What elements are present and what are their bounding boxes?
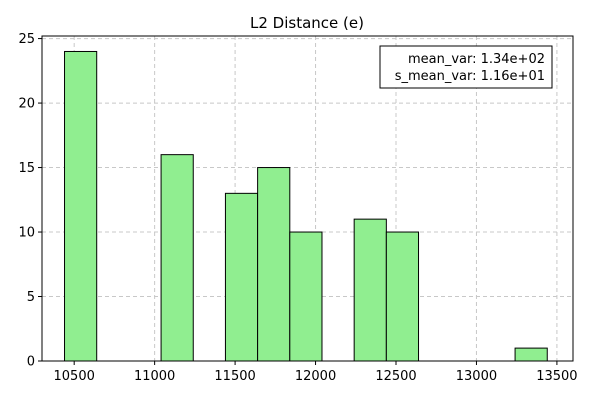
x-axis: 10500 11000 11500 12000 12500 13000 13500 bbox=[54, 361, 578, 384]
y-axis: 0 5 10 15 20 25 bbox=[18, 32, 42, 370]
x-tick-label: 13500 bbox=[536, 369, 577, 384]
histogram-bar bbox=[289, 231, 323, 362]
x-tick-label: 12500 bbox=[375, 369, 416, 384]
histogram-bar bbox=[64, 50, 98, 362]
x-tick-label: 11500 bbox=[214, 369, 255, 384]
histogram-bar bbox=[385, 231, 420, 362]
y-tick-label: 25 bbox=[18, 32, 35, 47]
annotation-line-2: s_mean_var: 1.16e+01 bbox=[395, 69, 545, 84]
y-tick-label: 15 bbox=[18, 161, 35, 176]
y-tick-label: 10 bbox=[18, 226, 35, 241]
x-tick-label: 13000 bbox=[456, 369, 497, 384]
histogram-bar bbox=[353, 218, 387, 362]
histogram-bar bbox=[257, 167, 291, 362]
bars bbox=[64, 50, 548, 362]
x-tick-label: 11000 bbox=[134, 369, 175, 384]
y-tick-label: 5 bbox=[27, 290, 35, 305]
x-tick-label: 10500 bbox=[54, 369, 95, 384]
y-tick-label: 0 bbox=[27, 355, 35, 370]
histogram-bar bbox=[160, 154, 194, 362]
annotation-line-1: mean_var: 1.34e+02 bbox=[408, 52, 545, 67]
annotation-box bbox=[379, 45, 553, 89]
plot-frame bbox=[41, 35, 574, 362]
y-tick-label: 20 bbox=[18, 97, 35, 112]
histogram-bar bbox=[514, 347, 548, 362]
chart-title: L2 Distance (e) bbox=[250, 14, 364, 32]
x-tick-label: 12000 bbox=[295, 369, 336, 384]
histogram-bar bbox=[224, 192, 259, 362]
stats-annotation: mean_var: 1.34e+02 s_mean_var: 1.16e+01 bbox=[379, 45, 553, 89]
